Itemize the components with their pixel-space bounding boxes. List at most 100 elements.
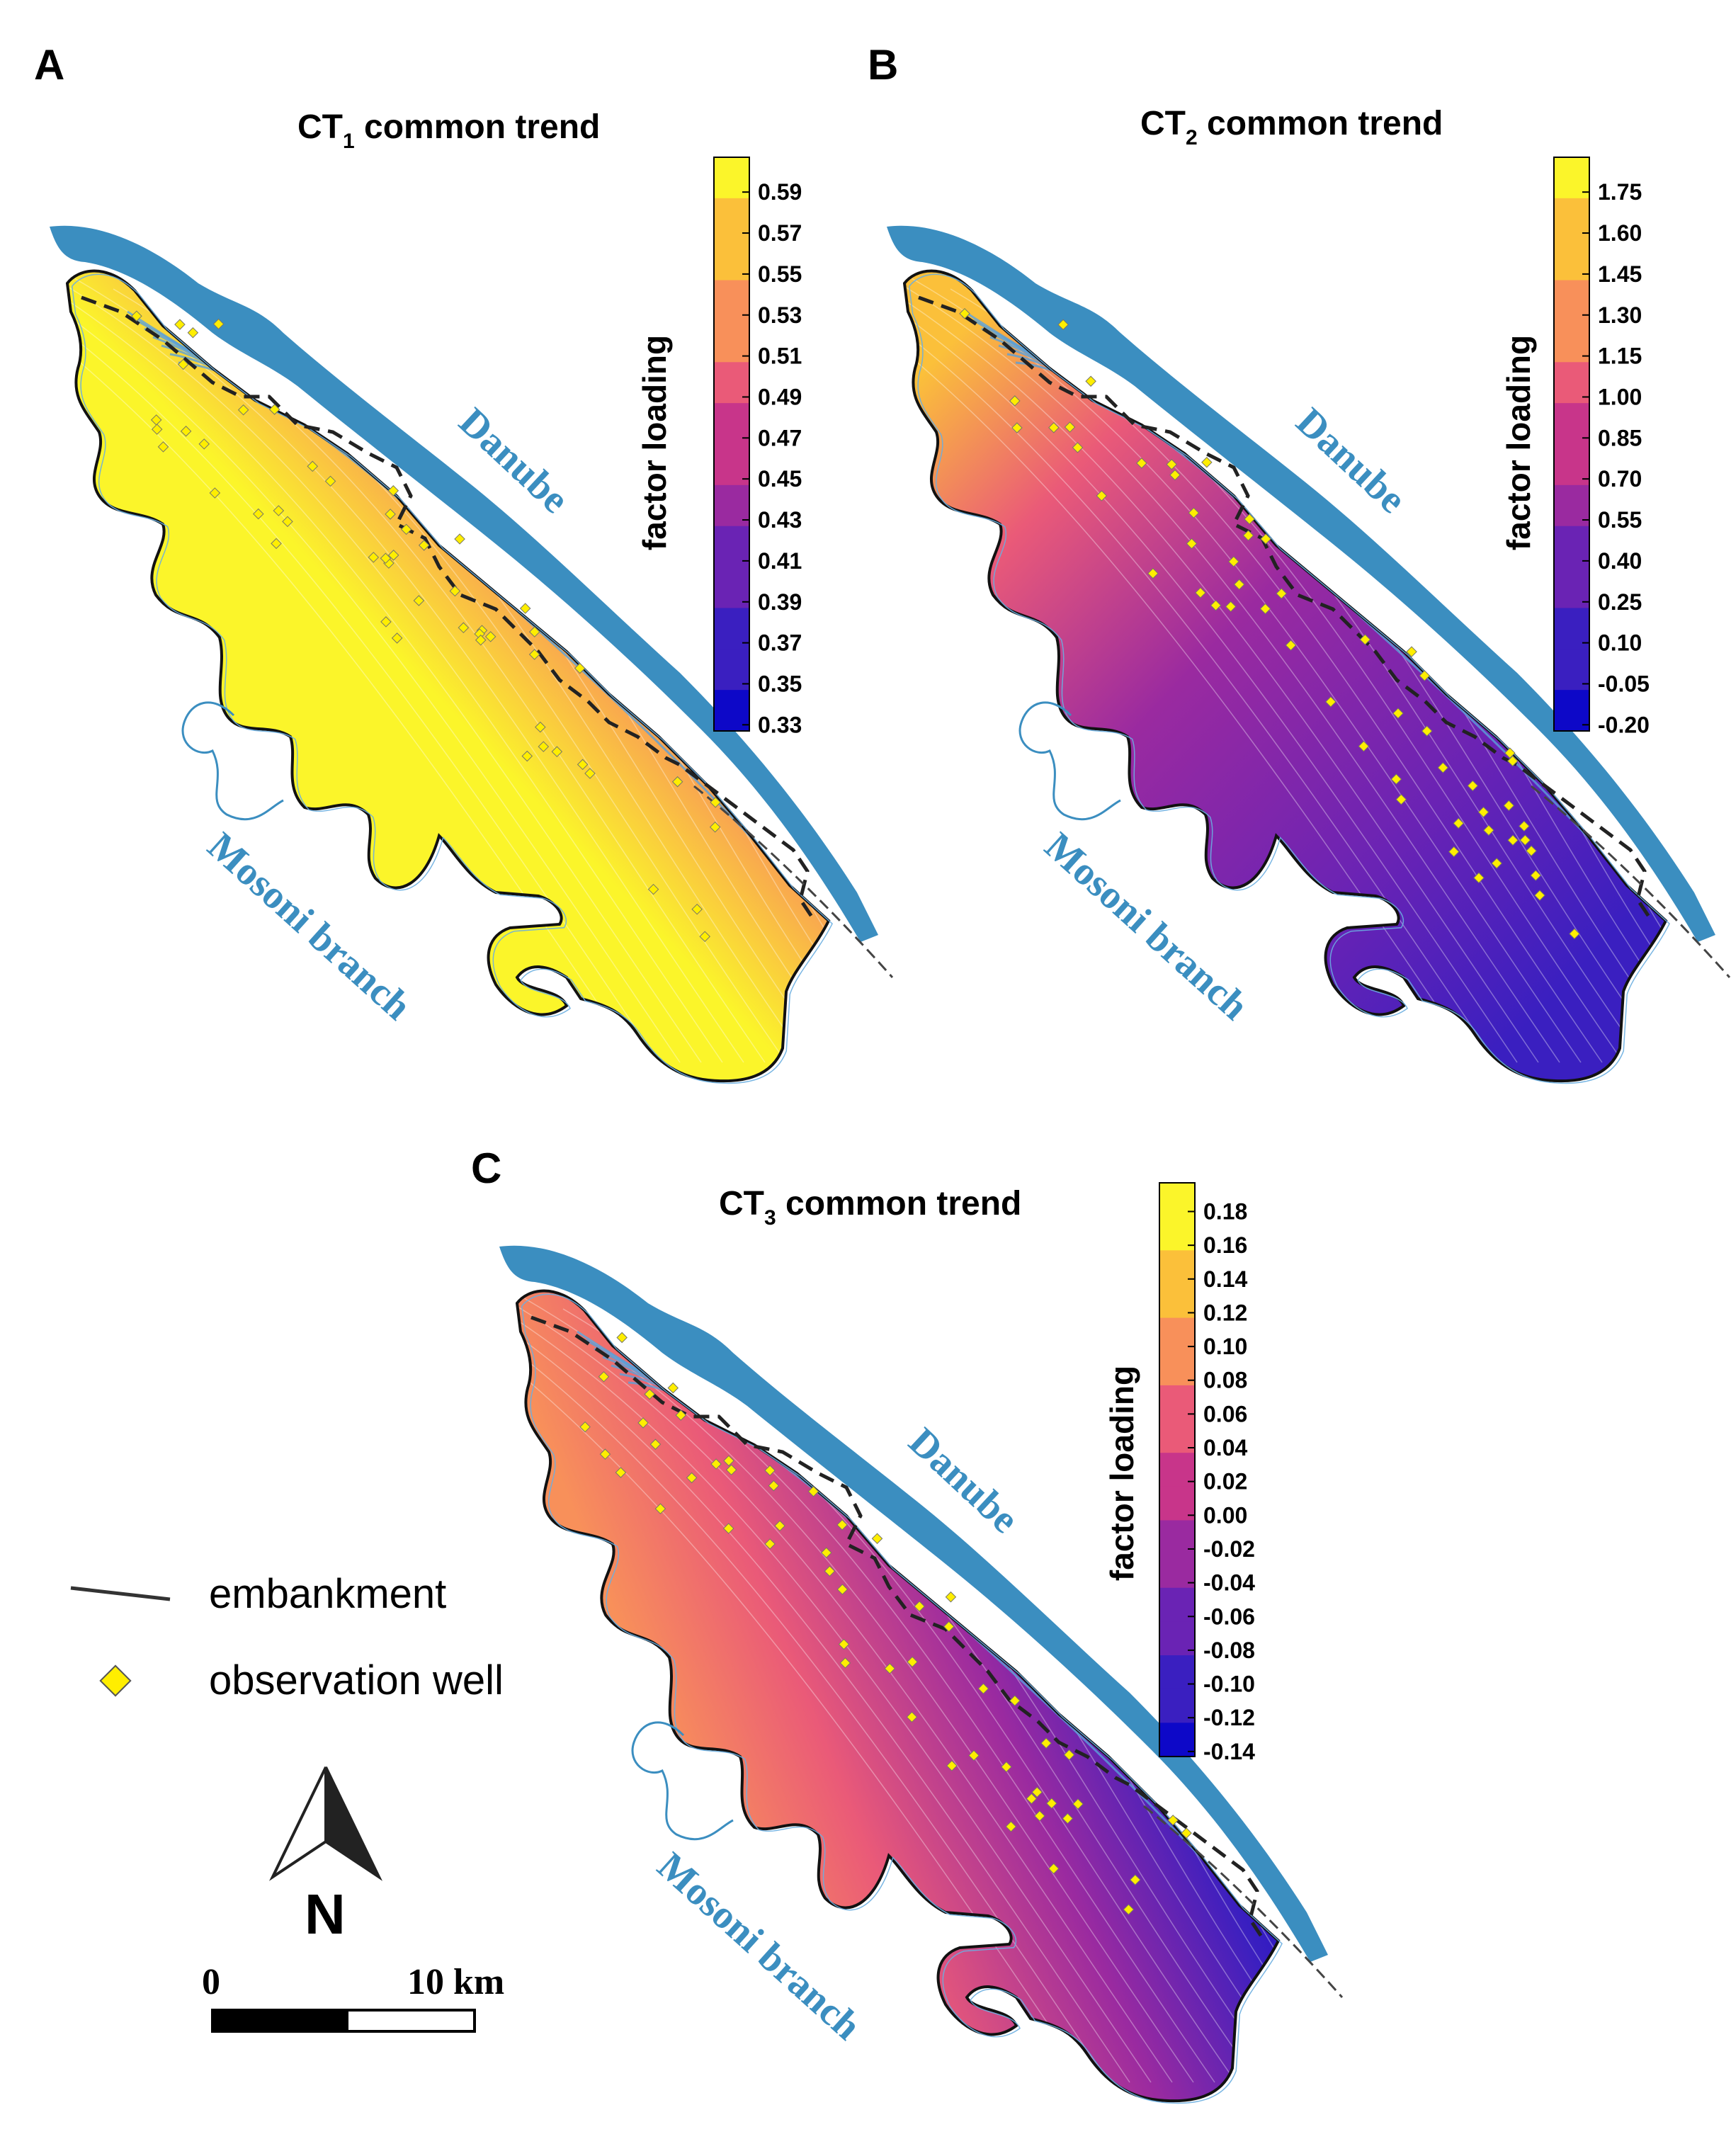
scale-start-label: 0 xyxy=(202,1962,220,2002)
observation-well-marker xyxy=(1491,858,1503,869)
observation-well-marker xyxy=(1507,834,1519,846)
observation-well-marker xyxy=(528,649,540,660)
colorbar-b: 1.75 1.60 1.45 1.30 1.15 1.00 0.85 0.70 0.55 0.40… xyxy=(1500,157,1650,737)
observation-well-marker xyxy=(1569,928,1580,940)
observation-well-marker xyxy=(271,538,282,550)
colorbar-tick-label: 0.35 xyxy=(758,671,802,696)
scale-end-label: 10 km xyxy=(407,1962,504,2002)
observation-well-marker xyxy=(1259,603,1271,615)
colorbar-tick-label: 0.12 xyxy=(1203,1300,1247,1325)
observation-well-marker xyxy=(418,540,430,551)
observation-well-marker xyxy=(807,1485,819,1497)
observation-well-marker xyxy=(187,327,199,339)
area-boundary xyxy=(902,269,1668,1083)
legend-observation-well-label: observation well xyxy=(209,1657,504,1703)
observation-well-marker xyxy=(1359,634,1371,645)
colorbar-tick-label: 0.08 xyxy=(1203,1368,1247,1393)
observation-well-marker xyxy=(945,1591,957,1603)
colorbar-tick-label: 1.15 xyxy=(1598,344,1642,369)
observation-well-marker xyxy=(1009,395,1021,407)
observation-well-marker xyxy=(836,1584,849,1595)
observation-well-marker xyxy=(1244,514,1255,525)
factor-loading-surface xyxy=(67,271,829,1082)
observation-well-marker xyxy=(884,1663,896,1674)
observation-well-marker xyxy=(413,595,425,606)
colorbar-tick-label: 1.60 xyxy=(1598,220,1642,246)
observation-well-marker xyxy=(1285,640,1297,651)
colorbar-tick-label: 0.04 xyxy=(1203,1435,1247,1460)
colorbar-tick-label: 0.18 xyxy=(1203,1199,1247,1225)
observation-well-marker xyxy=(151,424,163,435)
observation-well-marker xyxy=(637,1417,649,1429)
panel-label: B xyxy=(868,41,898,89)
observation-well-marker xyxy=(1031,1786,1043,1798)
observation-well-marker xyxy=(1530,870,1542,881)
observation-well-marker xyxy=(1358,740,1370,752)
observation-well-marker xyxy=(1242,530,1254,541)
observation-well-marker xyxy=(458,622,470,633)
colorbar-tick-label: 0.25 xyxy=(1598,589,1642,615)
observation-well-marker xyxy=(1477,806,1489,818)
observation-well-marker xyxy=(764,1538,776,1550)
observation-well-marker xyxy=(709,821,721,833)
panel-title: CT2 common trend xyxy=(1140,105,1443,149)
observation-well-marker xyxy=(959,308,970,319)
observation-well-marker xyxy=(906,1711,918,1723)
observation-well-marker xyxy=(324,475,336,487)
observation-well-marker xyxy=(907,1656,918,1668)
colorbar-tick-label: 0.55 xyxy=(758,261,802,287)
colorbar-c: 0.18 0.16 0.14 0.12 0.10 0.08 0.06 0.04 0.02 0.00… xyxy=(1103,1182,1255,1764)
colorbar-tick-label: -0.04 xyxy=(1203,1570,1255,1596)
colorbar-tick-label: 0.51 xyxy=(758,344,802,369)
observation-well-marker xyxy=(671,776,683,788)
observation-well-marker xyxy=(1392,708,1404,719)
observation-well-marker xyxy=(1448,846,1460,858)
observation-well-marker xyxy=(1228,556,1239,567)
observation-well-marker xyxy=(273,505,285,516)
observation-well-marker xyxy=(1504,747,1516,759)
panel-title: CT1 common trend xyxy=(297,108,600,153)
observation-well-marker xyxy=(1085,375,1096,387)
colorbar-tick-label: 1.00 xyxy=(1598,384,1642,409)
colorbar-tick-label: -0.10 xyxy=(1203,1672,1255,1697)
observation-well-marker xyxy=(1437,762,1449,773)
observation-well-marker xyxy=(836,1519,848,1531)
observation-well-marker xyxy=(1096,490,1108,501)
observation-well-marker xyxy=(1325,696,1336,708)
observation-well-marker xyxy=(824,1565,836,1577)
observation-well-marker xyxy=(131,310,142,322)
observation-well-marker xyxy=(385,509,396,520)
observation-well-marker xyxy=(368,552,380,563)
observation-well-marker xyxy=(1048,422,1060,433)
observation-well-marker xyxy=(1009,1695,1021,1706)
observation-well-marker xyxy=(1167,1815,1179,1826)
colorbar-tick-label: 0.40 xyxy=(1598,548,1642,574)
observation-well-marker xyxy=(1040,1737,1052,1749)
observation-well-marker xyxy=(307,460,319,472)
colorbar-title: factor loading xyxy=(1500,335,1537,550)
legend: embankment observation well xyxy=(70,1571,504,1703)
observation-well-marker xyxy=(1421,725,1433,737)
colorbar-tick-label: -0.20 xyxy=(1598,712,1650,737)
observation-well-marker xyxy=(577,759,589,771)
colorbar-tick-label: 0.06 xyxy=(1203,1401,1247,1426)
observation-well-marker xyxy=(1503,800,1515,812)
observation-well-marker xyxy=(380,552,392,564)
observation-well-marker xyxy=(654,1503,666,1514)
observation-well-marker xyxy=(1534,890,1545,901)
scale-bar: 0 10 km xyxy=(202,1962,504,2033)
mosoni-branch xyxy=(181,701,284,821)
observation-well-marker xyxy=(615,1467,627,1478)
colorbar-tick-label: 0.16 xyxy=(1203,1232,1247,1258)
observation-well-marker xyxy=(1260,533,1271,545)
observation-well-marker xyxy=(1169,469,1181,481)
colorbar-tick-label: 1.75 xyxy=(1598,179,1642,205)
observation-well-marker xyxy=(1519,820,1530,832)
observation-well-marker xyxy=(574,662,586,674)
observation-well-marker xyxy=(710,797,721,808)
observation-well-marker xyxy=(268,404,280,415)
observation-well-marker xyxy=(1526,845,1537,857)
colorbar-tick-label: 0.59 xyxy=(758,179,802,205)
observation-well-marker xyxy=(725,1464,737,1476)
factor-loading-surface xyxy=(517,1290,1278,2101)
